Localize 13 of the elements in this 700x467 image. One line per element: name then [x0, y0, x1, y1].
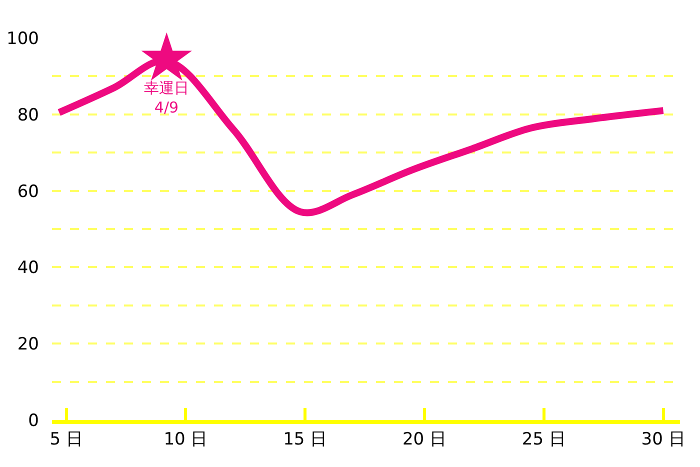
y-tick-label: 60 — [17, 182, 39, 202]
x-tick-label: 10 日 — [164, 429, 208, 450]
y-tick-label: 0 — [28, 410, 39, 431]
x-tick-label: 20 日 — [402, 429, 447, 450]
x-tick-label: 5 日 — [50, 429, 83, 450]
x-tick-label: 15 日 — [283, 429, 328, 450]
y-tick-label: 100 — [6, 28, 39, 49]
y-tick-label: 80 — [17, 105, 39, 126]
y-tick-label: 20 — [17, 334, 39, 355]
annotation: 幸運日 4/9 — [144, 79, 189, 116]
y-tick-label: 40 — [17, 258, 39, 278]
x-tick-label: 25 日 — [522, 429, 566, 450]
x-tick-label: 30 日 — [641, 429, 686, 450]
